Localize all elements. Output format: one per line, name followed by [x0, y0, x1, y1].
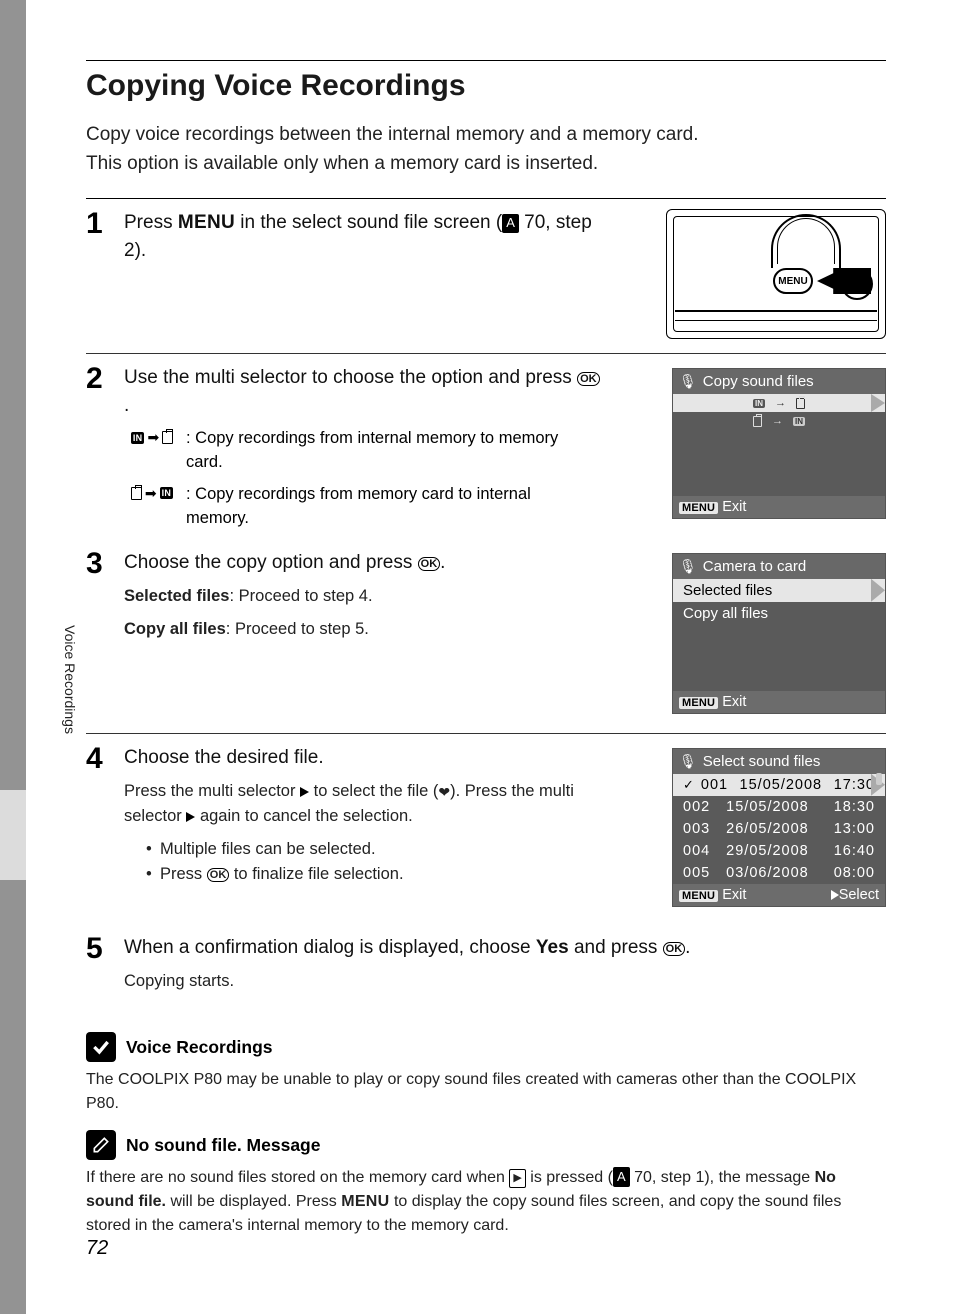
playback-icon: ▶ [509, 1169, 525, 1188]
ok-icon: OK [418, 557, 441, 571]
note-1-body: The COOLPIX P80 may be unable to play or… [86, 1068, 886, 1116]
screen-option: Copy all files [673, 602, 885, 625]
file-row: 00215/05/200818:30 [673, 796, 885, 818]
internal-memory-icon: IN [131, 432, 145, 444]
internal-memory-icon: IN [160, 487, 174, 499]
step1-heading: Press MENU in the select sound file scre… [124, 209, 604, 264]
right-triangle-icon [186, 812, 195, 822]
page: Voice Recordings 72 Copying Voice Record… [26, 0, 954, 1314]
ok-icon: OK [663, 942, 686, 956]
memory-card-icon [162, 431, 173, 444]
intro-line2: This option is available only when a mem… [86, 153, 598, 174]
pencil-badge-icon [86, 1130, 116, 1160]
step-number: 5 [86, 934, 124, 994]
menu-chip: MENU [679, 890, 718, 902]
step5-body: Copying starts. [124, 969, 886, 994]
screen-title: Camera to card [703, 558, 806, 575]
ok-icon: OK [577, 372, 600, 386]
note-2-body: If there are no sound files stored on th… [86, 1166, 886, 1238]
step3-heading: Choose the copy option and press OK. [124, 549, 604, 577]
intro-line1: Copy voice recordings between the intern… [86, 124, 699, 145]
screen-copy-sound-files: 🎙Copy sound files IN→ →IN MENU Exit [672, 368, 886, 519]
ref-icon: A [613, 1167, 630, 1187]
screen-option-selected: Selected files [673, 579, 885, 602]
file-row: 00503/06/200808:00 [673, 862, 885, 884]
file-row: 00326/05/200813:00 [673, 818, 885, 840]
step2-heading: Use the multi selector to choose the opt… [124, 364, 604, 419]
scrollbar-indicator [876, 773, 882, 785]
right-triangle-icon [300, 787, 309, 797]
voice-icon: 🎙 [679, 373, 697, 390]
voice-icon: 🎙 [679, 558, 697, 575]
page-title: Copying Voice Recordings [86, 60, 886, 103]
check-heart-icon: ❤ [438, 782, 450, 803]
check-badge-icon [86, 1032, 116, 1062]
step4-body: Press the multi selector to select the f… [124, 779, 604, 829]
ok-icon: OK [207, 868, 230, 882]
camera-menu-button: MENU [773, 268, 813, 294]
menu-label: MENU [178, 212, 235, 233]
voice-icon: 🎙 [679, 753, 697, 770]
file-row: 00429/05/200816:40 [673, 840, 885, 862]
note-1-header: Voice Recordings [86, 1032, 886, 1062]
screen-title: Copy sound files [703, 373, 814, 390]
step-number: 4 [86, 744, 124, 904]
screen-option: →IN [673, 412, 885, 430]
step-number: 1 [86, 209, 124, 339]
side-tab-block [0, 790, 26, 880]
step-5: 5 When a confirmation dialog is displaye… [86, 918, 886, 1008]
step-number: 2 [86, 364, 124, 531]
step5-heading: When a confirmation dialog is displayed,… [124, 934, 886, 962]
menu-chip: MENU [679, 502, 718, 514]
screen-option-selected: IN→ [673, 394, 885, 412]
ref-icon: A [502, 214, 519, 233]
sidebar-label: Voice Recordings [62, 625, 78, 734]
camera-illustration: MENU 🗑 [666, 209, 886, 339]
play-icon [831, 890, 839, 900]
menu-label: MENU [341, 1193, 389, 1210]
screen-select-sound-files: 🎙Select sound files ✓00115/05/200817:300… [672, 748, 886, 907]
step-3: 3 Choose the copy option and press OK. S… [86, 545, 886, 733]
step-number: 3 [86, 549, 124, 719]
note-2-header: No sound file. Message [86, 1130, 886, 1160]
step-4: 4 Choose the desired file. Press the mul… [86, 734, 886, 918]
memory-card-icon [131, 487, 142, 500]
file-row: ✓00115/05/200817:30 [673, 774, 885, 796]
menu-chip: MENU [679, 697, 718, 709]
camera-trash-button: 🗑 [841, 268, 873, 300]
screen-camera-to-card: 🎙 Camera to card Selected files Copy all … [672, 553, 886, 714]
step-1: 1 Press MENU in the select sound file sc… [86, 199, 886, 353]
intro-text: Copy voice recordings between the intern… [86, 121, 886, 178]
page-number: 72 [86, 1237, 108, 1260]
step-2: 2 Use the multi selector to choose the o… [86, 354, 886, 545]
screen-title: Select sound files [703, 753, 821, 770]
